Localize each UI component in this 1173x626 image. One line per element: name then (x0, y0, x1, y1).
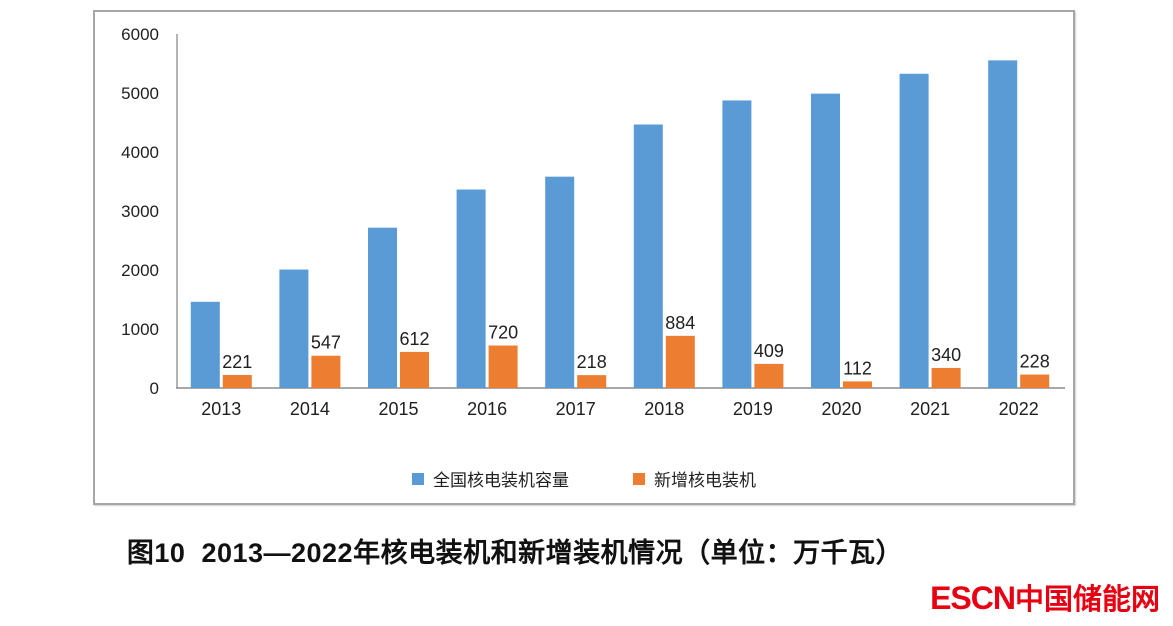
y-tick-3000: 3000 (121, 202, 159, 221)
value-label-2017: 218 (577, 352, 607, 372)
bar-new-2017 (577, 375, 607, 388)
bar-total-2017 (545, 176, 575, 388)
bar-new-2013 (222, 374, 252, 388)
bar-new-2014 (311, 355, 341, 388)
value-label-2020: 112 (843, 358, 872, 378)
y-tick-0: 0 (150, 379, 159, 398)
x-tick-2020: 2020 (821, 399, 861, 419)
value-label-2018: 884 (665, 313, 695, 333)
bar-new-2015 (400, 351, 429, 388)
x-tick-2016: 2016 (467, 399, 507, 419)
bar-total-2020 (811, 93, 840, 389)
bar-new-2019 (754, 363, 784, 388)
bar-new-2016 (488, 345, 518, 388)
value-label-2019: 409 (754, 341, 784, 361)
escn-logo-cjk: 中国储能网 (1014, 584, 1160, 616)
value-label-2016: 720 (488, 323, 518, 343)
bar-total-2019 (722, 100, 752, 389)
bar-total-2018 (633, 124, 663, 389)
legend: 全国核电装机容量 新增核电装机 (95, 466, 1073, 491)
legend-item-total: 全国核电装机容量 (412, 466, 569, 491)
x-tick-2018: 2018 (644, 399, 684, 419)
escn-logo-latin: ESCN (930, 580, 1016, 616)
chart-panel: 0 1000 2000 3000 4000 5000 6000 2013 221 2014 547 2… (93, 10, 1075, 505)
figure-caption: 图10 2013—2022年核电装机和新增装机情况（单位：万千瓦） (126, 538, 904, 568)
x-tick-2013: 2013 (201, 399, 241, 419)
bar-new-2021 (931, 367, 961, 388)
value-label-2014: 547 (311, 333, 341, 353)
x-tick-2022: 2022 (999, 399, 1039, 419)
bar-total-2022 (988, 60, 1018, 389)
y-tick-1000: 1000 (121, 320, 159, 339)
legend-label-new: 新增核电装机 (654, 471, 756, 490)
bar-chart-svg: 0 1000 2000 3000 4000 5000 6000 2013 221 2014 547 2… (121, 25, 1065, 419)
x-tick-2021: 2021 (910, 399, 950, 419)
legend-swatch-total (412, 472, 424, 485)
x-tick-2014: 2014 (290, 399, 330, 419)
legend-swatch-new (633, 472, 645, 485)
escn-logo: ESCN 中国储能网 (930, 582, 1160, 615)
value-label-2022: 228 (1020, 352, 1050, 372)
legend-item-new: 新增核电装机 (633, 466, 756, 491)
bar-total-2013 (190, 301, 220, 388)
x-tick-2019: 2019 (733, 399, 773, 419)
value-label-2013: 221 (222, 352, 252, 372)
bar-new-2022 (1020, 374, 1050, 388)
bar-total-2014 (279, 269, 309, 388)
y-tick-6000: 6000 (121, 25, 159, 44)
x-tick-2015: 2015 (378, 399, 418, 419)
legend-label-total: 全国核电装机容量 (433, 471, 569, 490)
bar-new-2020 (843, 381, 872, 388)
value-label-2015: 612 (399, 329, 429, 349)
bar-total-2015 (368, 227, 397, 388)
bar-new-2018 (665, 335, 695, 388)
y-tick-2000: 2000 (121, 261, 159, 280)
bar-total-2016 (456, 189, 486, 388)
bar-total-2021 (899, 73, 929, 389)
x-tick-2017: 2017 (556, 399, 596, 419)
y-tick-4000: 4000 (121, 143, 159, 162)
y-tick-5000: 5000 (121, 84, 159, 103)
value-label-2021: 340 (931, 345, 961, 365)
